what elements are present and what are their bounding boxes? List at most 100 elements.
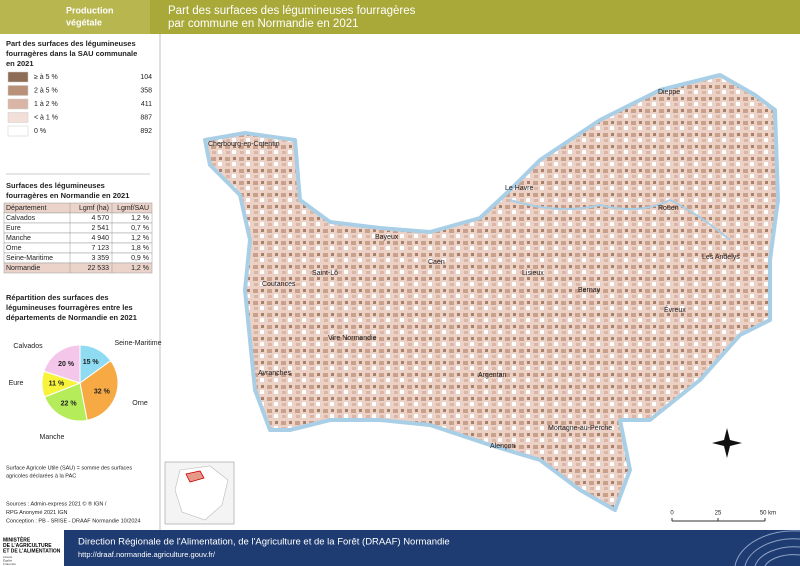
table-cell: 2 541: [91, 225, 109, 232]
theme-box: [0, 0, 150, 34]
sources: Conception : PB - SRISE - DRAAF Normandi…: [6, 518, 141, 524]
table-cell: Lgmf/SAU: [117, 205, 149, 212]
sources: RPG Anonymé 2021 IGN: [6, 510, 67, 516]
legend-swatch: [7, 125, 29, 137]
table-row: [3, 222, 153, 234]
seine-river: [509, 198, 731, 241]
table-cell: 0,9 %: [131, 255, 149, 262]
city-label: Bernay: [578, 287, 601, 294]
table-cell: Département: [6, 205, 47, 212]
pie-category-label: Orne: [132, 400, 148, 407]
city-label: Saint-Lô: [312, 270, 338, 277]
table-title: fourragères en Normandie en 2021: [6, 191, 129, 200]
scale-bar: 0 25 50 km: [670, 511, 776, 522]
table-cell: Calvados: [6, 215, 36, 222]
footer-url: http://draaf.normandie.agriculture.gouv.…: [78, 550, 216, 559]
legend-swatch: [7, 85, 29, 96]
city-label: Argentan: [478, 372, 507, 379]
table-cell: Lgmf (ha): [79, 205, 109, 212]
pie-category-label: Seine-Maritime: [114, 340, 161, 347]
legend-label: < à 1 %: [34, 114, 58, 121]
city-label: Alençon: [490, 443, 515, 450]
legend-label: 2 à 5 %: [34, 87, 58, 94]
table-cell: 1,2 %: [131, 215, 149, 222]
footer-band: [0, 530, 800, 566]
inset-normandy: [185, 470, 205, 483]
city-label: Cherbourg-en-Cotentin: [208, 141, 280, 148]
map-title: Part des surfaces des légumineuses fourr…: [168, 5, 416, 17]
logo-text: MINISTÈRE: [3, 535, 31, 543]
city-label: Le Havre: [505, 185, 534, 192]
table-cell: 3 359: [91, 255, 109, 262]
city-label: Rouen: [658, 205, 679, 212]
pie-title: légumineuses fourragères entre les: [6, 303, 133, 312]
legend-count: 887: [140, 114, 152, 121]
legend-title: Part des surfaces des légumineuses: [6, 39, 136, 48]
logo-motto: Fraternité: [3, 562, 16, 566]
pie-category-label: Eure: [9, 380, 24, 387]
pie-value-label: 11 %: [49, 381, 65, 388]
table-cell: Manche: [6, 235, 31, 242]
pie-value-label: 32 %: [94, 389, 111, 396]
city-label: Caen: [428, 259, 445, 266]
map-title: par commune en Normandie en 2021: [168, 18, 359, 30]
logo-text: ET DE L'ALIMENTATION: [3, 548, 61, 554]
table-title: Surfaces des légumineuses: [6, 181, 105, 190]
theme-label: Production: [66, 5, 114, 15]
table-cell: 1,8 %: [131, 245, 149, 252]
legend-swatch: [7, 98, 29, 110]
pie-value-label: 20 %: [58, 361, 75, 368]
city-label: Coutances: [262, 281, 296, 288]
map: [203, 73, 780, 512]
city-label: Bayeux: [375, 234, 399, 241]
city-label: Avranches: [258, 370, 291, 377]
north-arrow: [712, 428, 742, 458]
table-cell: Orne: [6, 245, 22, 252]
city-label: Vire Normandie: [328, 335, 377, 342]
note: Surface Agricole Utile (SAU) = somme des…: [6, 465, 132, 471]
legend-label: 1 à 2 %: [34, 101, 58, 108]
pie-category-label: Calvados: [13, 343, 43, 350]
city-label: Les Andelys: [702, 254, 740, 261]
theme-label: végétale: [66, 17, 102, 27]
table-cell: 7 123: [91, 245, 109, 252]
legend-swatch: [7, 112, 29, 123]
pie-slice: [44, 382, 88, 422]
city-label: Dieppe: [658, 89, 680, 96]
pie-title: départements de Normandie en 2021: [6, 313, 137, 322]
legend-count: 411: [141, 101, 152, 108]
legend-title: en 2021: [6, 59, 34, 68]
table-cell: 22 533: [88, 265, 110, 272]
logo-box: [0, 530, 64, 566]
legend-label: 0 %: [34, 128, 46, 135]
scale-label: 0: [670, 511, 674, 517]
logo-motto: Égalité: [3, 557, 13, 562]
legend-count: 358: [140, 87, 152, 94]
logo-motto: Liberté: [3, 555, 13, 559]
table-cell: Seine-Maritime: [6, 255, 53, 262]
pie-title: Répartition des surfaces des: [6, 293, 109, 302]
table-cell: 0,7 %: [131, 225, 149, 232]
city-label: Mortagne-au-Perche: [548, 425, 612, 432]
city-label: Lisieux: [522, 270, 544, 277]
legend-count: 892: [140, 128, 152, 135]
sources: Sources : Admin-express 2021 © ® IGN /: [6, 500, 107, 507]
table-cell: 1,2 %: [131, 265, 149, 272]
pie-category-label: Manche: [40, 434, 65, 441]
pie-value-label: 22 %: [61, 400, 78, 407]
footer-org: Direction Régionale de l'Alimentation, d…: [78, 537, 450, 548]
legend-title: fourragères dans la SAU communale: [6, 49, 137, 58]
legend-count: 104: [140, 74, 152, 81]
normandy-outline: [203, 73, 780, 512]
inset-france: [174, 465, 229, 521]
scale-label: 50 km: [760, 511, 776, 517]
legend-swatch: [7, 71, 29, 83]
legend-label: ≥ à 5 %: [34, 74, 58, 81]
city-label: Évreux: [664, 305, 686, 314]
table-cell: 4 940: [91, 235, 109, 242]
pie-slice: [79, 359, 119, 421]
pie-slice: [43, 344, 81, 384]
table-cell: 4 570: [91, 215, 109, 222]
table-row: [3, 262, 153, 274]
